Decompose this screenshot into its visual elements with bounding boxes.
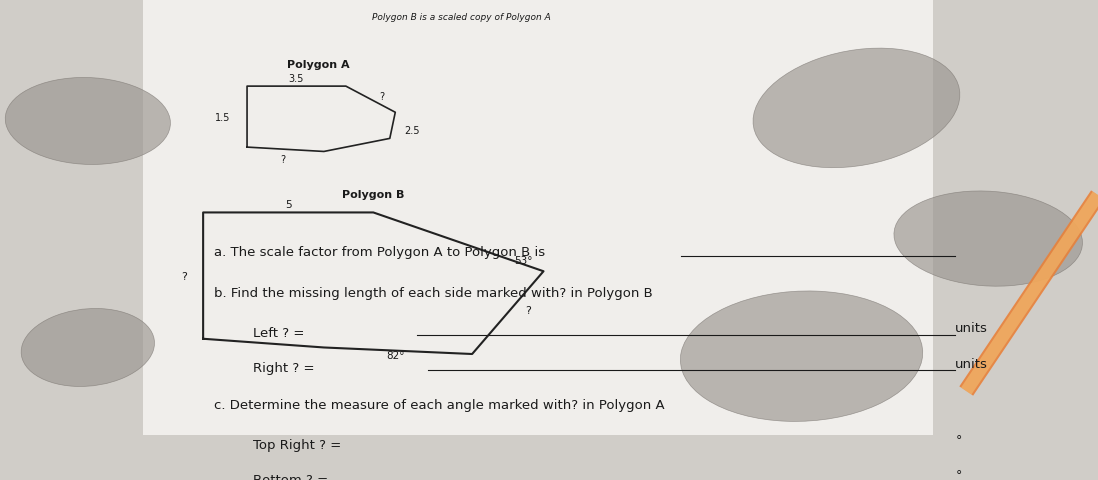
Ellipse shape	[5, 78, 170, 165]
Ellipse shape	[753, 49, 960, 168]
Text: Top Right ? =: Top Right ? =	[253, 438, 345, 451]
Ellipse shape	[21, 309, 155, 387]
Text: °: °	[955, 433, 962, 446]
Text: b. Find the missing length of each side marked with? in Polygon B: b. Find the missing length of each side …	[214, 287, 653, 300]
Text: units: units	[955, 322, 988, 335]
Text: Polygon B: Polygon B	[343, 190, 404, 200]
FancyBboxPatch shape	[143, 0, 933, 435]
Text: °: °	[955, 468, 962, 480]
Text: 53°: 53°	[514, 256, 533, 266]
Text: Polygon B is a scaled copy of Polygon A: Polygon B is a scaled copy of Polygon A	[372, 13, 550, 22]
Text: Bottom ? =: Bottom ? =	[253, 473, 332, 480]
Text: ?: ?	[181, 271, 187, 281]
Text: Right ? =: Right ? =	[253, 361, 318, 374]
Text: units: units	[955, 357, 988, 370]
Text: Polygon A: Polygon A	[287, 60, 350, 70]
Ellipse shape	[681, 291, 922, 421]
Text: c. Determine the measure of each angle marked with? in Polygon A: c. Determine the measure of each angle m…	[214, 398, 664, 411]
Text: ?: ?	[281, 154, 285, 164]
Text: ?: ?	[525, 306, 530, 316]
Ellipse shape	[894, 192, 1083, 287]
Text: 2.5: 2.5	[404, 125, 419, 135]
Text: 3.5: 3.5	[289, 73, 304, 84]
Text: 5: 5	[285, 200, 292, 209]
Text: Left ? =: Left ? =	[253, 326, 309, 339]
Text: a. The scale factor from Polygon A to Polygon B is: a. The scale factor from Polygon A to Po…	[214, 246, 546, 259]
Text: 1.5: 1.5	[215, 112, 231, 122]
Text: 82°: 82°	[386, 350, 404, 360]
Text: ?: ?	[379, 92, 384, 101]
